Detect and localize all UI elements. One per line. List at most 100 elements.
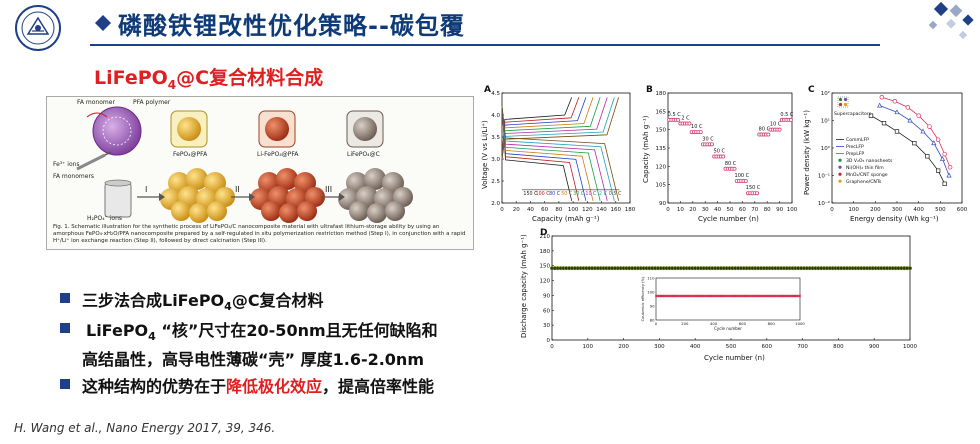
label-step1: I [145,185,148,194]
chart-c-ragone-plot: C Power density (kW kg⁻¹) Energy density… [802,85,968,225]
chart-d-inset-ytick: 110 [647,275,655,280]
chart-d-inset-point [684,294,686,298]
chart-d-inset-point [720,294,722,298]
chart-d-x-tick-label: 300 [654,344,665,350]
chart-c-y-tick-label: 10⁰ [821,145,831,152]
chart-d-xlabel: Cycle number (n) [704,354,765,362]
chart-d-inset-point [777,294,780,298]
chart-d-inset-point [669,294,672,298]
chart-a-y-tick-label: 2.0 [491,201,500,207]
chart-d-inset-point [676,294,679,298]
chart-d-inset-point [745,294,748,298]
chart-d-inset-point [747,294,749,298]
chart-c-supercap-label: Supercapacitors [834,111,872,117]
chart-a-y-tick-label: 3.5 [491,135,500,141]
chart-b-segment-label: 0.5 C [780,112,794,118]
chart-d-plot: 0 100 200 300 400 500 600 700 800 900 100003060901… [540,234,918,350]
chart-d-inset-point [655,294,657,298]
chart-d-y-tick-label: 180 [540,249,551,255]
chart-d-inset-point [714,294,716,298]
chart-c-legend-label: PrecLFP [846,144,864,150]
chart-c-x-tick-label: 600 [957,207,968,213]
chart-b-segment-label: 80 C [759,127,771,133]
chart-c-legend-label: MnO₂/CNT sponge [846,172,888,178]
chart-b-segment-label: 80 C [725,161,737,167]
chart-d-inset-point [790,294,793,298]
chart-d-inset-point [750,294,752,298]
chart-c-point [939,155,946,161]
highlight-text: 降低极化效应 [226,377,323,396]
chart-a-charge-curve [501,97,620,160]
bullet-3: 这种结构的优势在于降低极化效应，提高倍率性能 [82,377,435,396]
page-title: 磷酸铁锂改性优化策略--碳包覆 [118,12,465,40]
chart-d-inset-point [780,294,783,298]
chart-d-inset-point [779,294,781,298]
bullet-marker-3 [60,379,70,389]
chart-b-point [687,121,692,126]
chart-b-x-tick-label: 10 [677,207,684,213]
chart-c-x-tick-label: 400 [913,207,924,213]
chart-d-inset-point [737,294,739,298]
chart-a-x-tick-label: 0 [500,207,504,213]
chart-c-x-tick-label: 300 [892,207,903,213]
chart-d-inset-point [783,294,785,298]
chart-d-inset-point [707,294,709,298]
chart-c-point [894,109,900,115]
chart-d-inset-point [731,294,734,298]
chart-c-point [879,95,885,100]
chart-d-inset-point [721,294,724,298]
chart-d-inset-point [665,294,667,298]
panel-letter-d: D [540,228,548,238]
chart-c-x-tick-label: 0 [830,207,834,213]
chart-d-inset-point [694,294,696,298]
chart-c-legend-dot [838,179,842,183]
chart-c-point [892,99,898,104]
chart-a-y-tick-label: 4.0 [491,113,500,119]
chart-d-inset-point [781,294,784,298]
chart-d-y-tick-label: 210 [540,234,551,240]
chart-b-point [788,117,793,122]
chart-c-legend-label: CommLFP [846,137,869,143]
chart-d-inset-point [753,294,755,298]
plot-frame [667,92,793,204]
chart-c-point [916,113,921,118]
chart-d-inset-point [793,294,796,298]
chart-c-supercap-point [843,97,848,102]
chart-b-segment-label: 100 C [735,173,750,179]
chart-d-inset-xtick: 600 [739,321,747,326]
chart-d-inset-xtick: 1000 [795,321,805,326]
chart-b-xlabel: Cycle number (n) [698,215,759,223]
chart-d-inset-point [711,294,713,298]
panel-letter-c: C [808,85,815,95]
chart-a-x-tick-label: 40 [527,207,534,213]
chart-d-inset-point [678,294,680,298]
chart-a-series-label: 0.5 C [609,191,622,197]
chart-c-point [868,113,874,118]
chart-a-series-label: 50 C [561,191,573,197]
chart-d-inset-point [681,294,683,298]
citation: H. Wang et al., Nano Energy 2017, 39, 34… [14,421,276,435]
chart-b-x-tick-label: 70 [751,207,758,213]
chart-b-x-tick-label: 90 [776,207,783,213]
chart-d-inset-point [730,294,732,298]
chart-c-x-tick-label: 500 [935,207,946,213]
chart-d-x-tick-label: 400 [690,344,701,350]
chart-d-x-tick-label: 700 [797,344,808,350]
chart-c-point [936,168,941,173]
chart-c-legend-label: 3D V₂O₅ nanosheets [846,158,893,164]
chart-c-y-tick-label: 10⁻¹ [818,173,830,180]
section-subtitle: LiFePO4@C复合材料合成 [94,67,324,92]
chart-d-inset-ylabel: Coulombic efficiency (%) [641,276,645,321]
chart-c-point [942,151,947,157]
chart-a-y-tick-label: 3.0 [491,157,500,163]
chart-d-x-tick-label: 800 [833,344,844,350]
chart-d-cycling-stability: D Discharge capacity (mAh g⁻¹) Cycle num… [518,228,922,364]
chart-c-supercap-point [838,97,843,102]
chart-b-y-tick-label: 165 [656,109,667,115]
chart-c-supercap-point [838,102,843,107]
chart-d-inset-xtick: 0 [655,321,658,326]
chart-d-inset-point [673,294,676,298]
chart-d-inset-point [658,294,660,298]
chart-d-y-tick-label: 60 [543,308,550,314]
chart-c-point [931,140,937,146]
